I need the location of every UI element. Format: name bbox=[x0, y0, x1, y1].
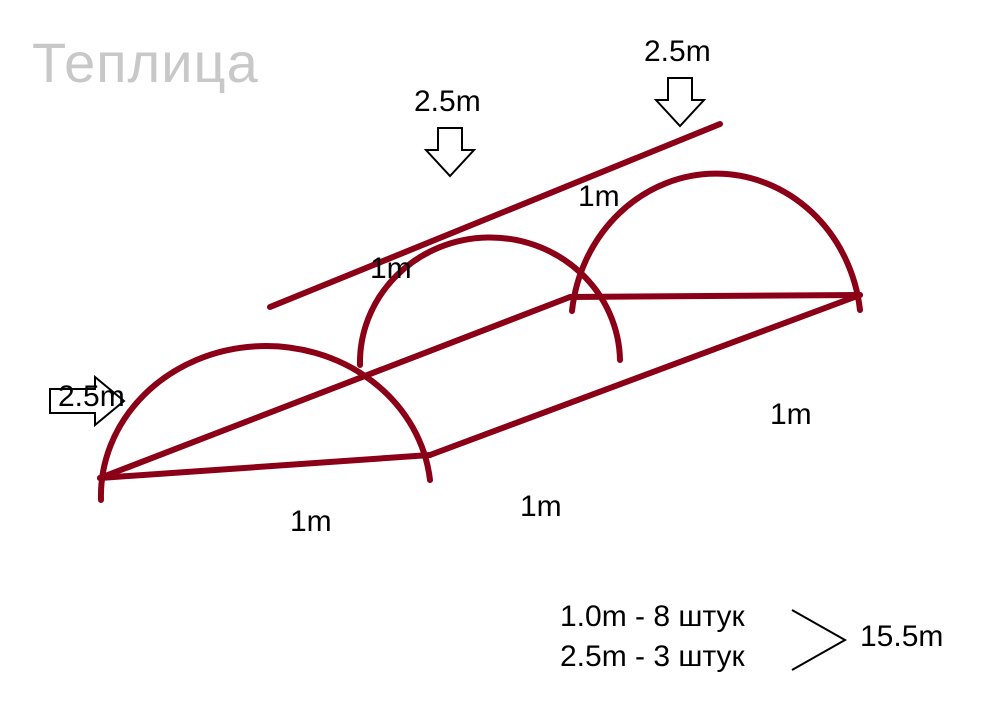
label-ridge-seg1: 1m bbox=[370, 252, 412, 286]
base-back bbox=[570, 295, 860, 297]
label-base-right: 1m bbox=[770, 398, 812, 432]
legend-line-2: 2.5m - 3 штук bbox=[560, 640, 745, 674]
legend-line-1: 1.0m - 8 штук bbox=[560, 600, 745, 634]
label-arch3-top: 2.5m bbox=[644, 35, 711, 69]
label-ridge-seg2: 1m bbox=[578, 180, 620, 214]
label-arch2-top: 2.5m bbox=[414, 85, 481, 119]
legend-total: 15.5m bbox=[860, 620, 943, 654]
label-arch1-side: 2.5m bbox=[58, 380, 125, 414]
base-left bbox=[100, 297, 570, 478]
label-base-left-seg2: 1m bbox=[520, 490, 562, 524]
arrow-down-2 bbox=[656, 78, 704, 126]
ridge bbox=[270, 124, 720, 307]
greenhouse-diagram bbox=[0, 0, 1000, 724]
frame-lines bbox=[100, 124, 860, 500]
arrow-down-1 bbox=[426, 128, 474, 176]
label-base-left-seg1: 1m bbox=[290, 505, 332, 539]
legend-bracket bbox=[792, 610, 845, 670]
